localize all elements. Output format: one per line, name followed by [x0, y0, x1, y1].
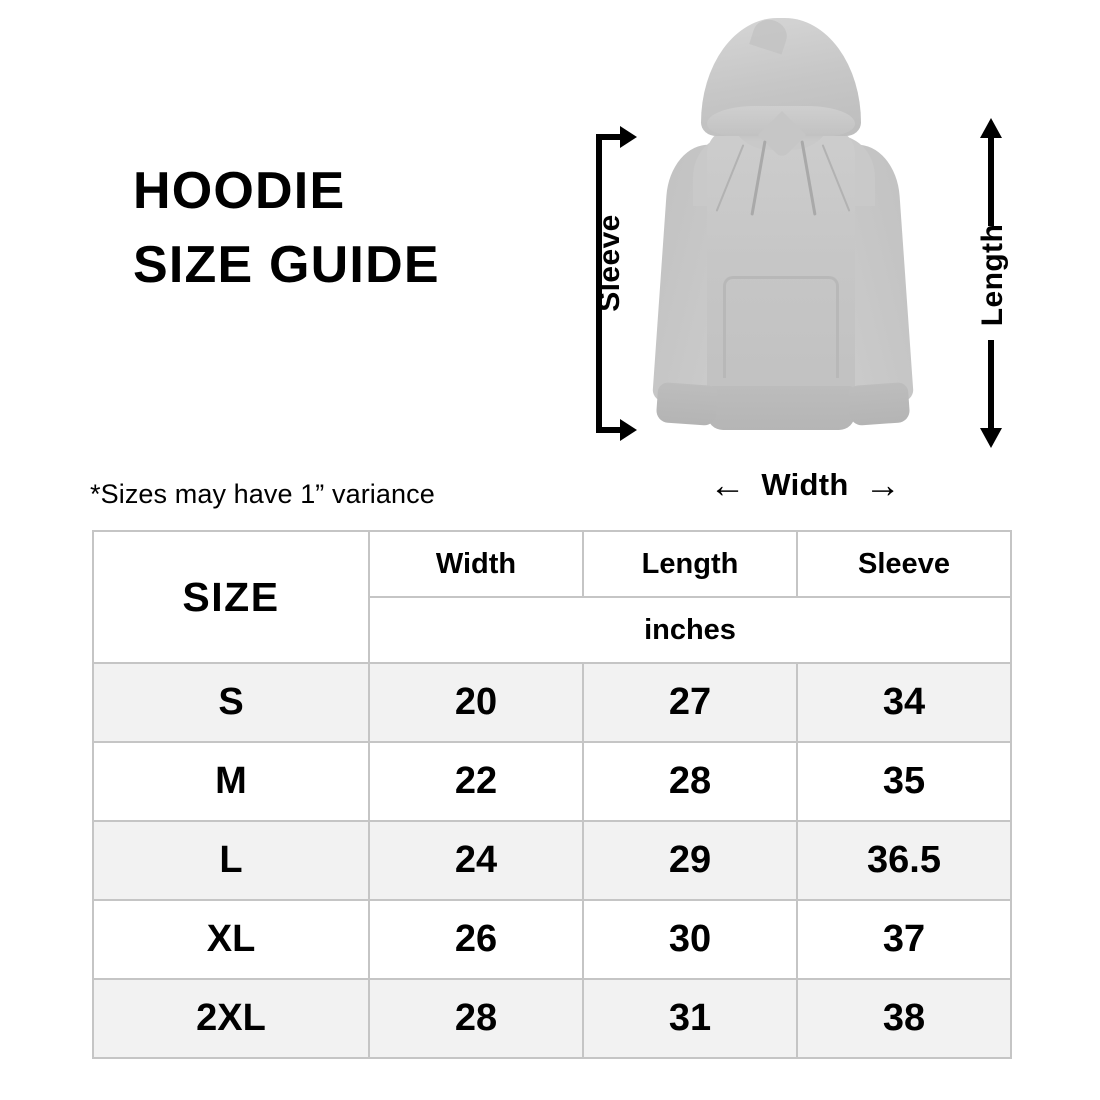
cell-width: 22 [368, 741, 584, 822]
arrow-down-icon [980, 428, 1002, 448]
variance-note: *Sizes may have 1” variance [90, 479, 435, 509]
length-measurement-arrow: Length [960, 118, 1024, 448]
cell-sleeve: 38 [796, 978, 1012, 1059]
length-arrow-line-bottom [988, 340, 994, 430]
table-body: S 20 27 34 M 22 28 35 L 24 29 36.5 XL 26… [92, 662, 1012, 1059]
arrow-right-icon: → [864, 464, 901, 505]
sleeve-measure-label: Sleeve [593, 214, 626, 312]
cell-size: M [92, 741, 370, 822]
hoodie-right-cuff [847, 381, 911, 427]
table-row: 2XL 28 31 38 [92, 978, 1012, 1059]
sleeve-arrow-top-arm [596, 134, 622, 140]
table-header-row-1: SIZE Width Length Sleeve [92, 530, 1012, 664]
cell-length: 30 [582, 899, 798, 980]
cell-size: XL [92, 899, 370, 980]
cell-length: 31 [582, 978, 798, 1059]
hoodie-kangaroo-pocket [723, 276, 839, 378]
arrow-up-icon [980, 118, 1002, 138]
header-unit-inches: inches [368, 596, 1012, 664]
cell-width: 26 [368, 899, 584, 980]
title-line-1: HOODIE [133, 162, 346, 220]
sleeve-measurement-arrow: Sleeve [578, 126, 644, 441]
header-length: Length [582, 530, 798, 598]
size-chart-table: SIZE Width Length Sleeve inches S 20 27 … [92, 530, 1012, 1059]
hoodie-waistband [707, 386, 855, 430]
hoodie-left-cuff [655, 381, 719, 427]
length-measure-label: Length [976, 223, 1009, 327]
cell-sleeve: 36.5 [796, 820, 1012, 901]
table-row: L 24 29 36.5 [92, 820, 1012, 901]
arrow-right-icon [620, 419, 637, 441]
cell-width: 24 [368, 820, 584, 901]
table-header: SIZE Width Length Sleeve inches [92, 530, 1012, 664]
arrow-right-icon [620, 126, 637, 148]
header-size: SIZE [92, 530, 370, 664]
sleeve-arrow-line [596, 134, 602, 428]
table-header-row-2: inches [93, 596, 1012, 664]
header-width: Width [368, 530, 584, 598]
cell-width: 28 [368, 978, 584, 1059]
cell-size: L [92, 820, 370, 901]
cell-width: 20 [368, 662, 584, 743]
hoodie-graphic [645, 15, 930, 458]
title-line-2: SIZE GUIDE [133, 235, 440, 294]
cell-size: 2XL [92, 978, 370, 1059]
cell-sleeve: 37 [796, 899, 1012, 980]
sleeve-arrow-bottom-arm [596, 427, 622, 433]
cell-length: 29 [582, 820, 798, 901]
length-arrow-line-top [988, 136, 994, 226]
page-title: HOODIE SIZE GUIDE [133, 155, 593, 303]
width-measurement-arrow: ← Width → [660, 462, 950, 508]
table-row: S 20 27 34 [92, 662, 1012, 743]
table-row: M 22 28 35 [92, 741, 1012, 822]
table-row: XL 26 30 37 [92, 899, 1012, 980]
cell-sleeve: 35 [796, 741, 1012, 822]
hoodie-illustration: Sleeve Length [560, 0, 1060, 515]
arrow-left-icon: ← [709, 464, 746, 505]
cell-sleeve: 34 [796, 662, 1012, 743]
cell-size: S [92, 662, 370, 743]
header-sleeve: Sleeve [796, 530, 1012, 598]
width-measure-label: Width [761, 467, 849, 502]
cell-length: 28 [582, 741, 798, 822]
cell-length: 27 [582, 662, 798, 743]
